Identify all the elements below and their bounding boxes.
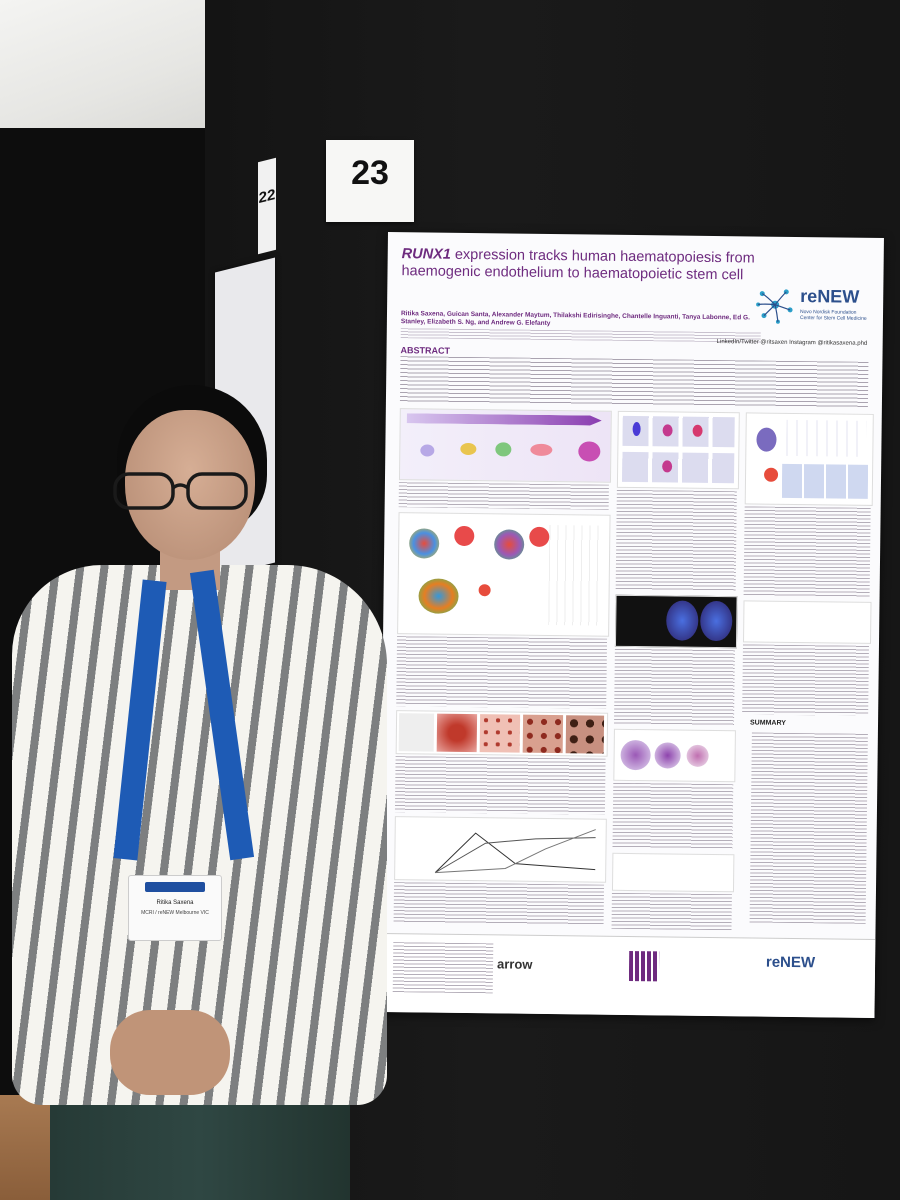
poster-authors: Ritika Saxena, Guican Santa, Alexander M…: [400, 310, 750, 327]
summary-heading: SUMMARY: [749, 719, 786, 727]
renew-logo-subtitle: Novo Nordisk Foundation Center for Stem …: [799, 309, 867, 322]
footer-renew-logo: reNEW: [765, 953, 816, 972]
ceiling: [0, 0, 245, 128]
figure-1: [398, 408, 612, 483]
poster-footer: arrow reNEW: [378, 932, 876, 1019]
poster-social-handles: LinkedIn/Twitter @ritsaxen Instagram @ri…: [716, 339, 868, 347]
figure-6-caption: [614, 648, 735, 726]
figure-4-plot: [434, 829, 596, 874]
figure-8-caption: [611, 892, 732, 931]
board-number-card: 23: [326, 140, 414, 222]
poster-title: RUNX1 expression tracks human haematopoi…: [401, 246, 755, 284]
badge-name: Ritika Saxena: [156, 900, 194, 906]
badge-organisation: MCRI / reNEW Melbourne VIC: [141, 910, 209, 916]
figure-7-caption: [612, 782, 734, 850]
figure-4: [394, 816, 607, 883]
glasses-icon: [113, 472, 248, 510]
figure-8: [611, 852, 735, 893]
figure-3-caption: [394, 756, 606, 815]
figure-4-caption: [393, 882, 605, 925]
figure-5-caption: [615, 489, 737, 592]
abstract-text: [399, 356, 869, 408]
neighbor-board-number: 22: [258, 157, 276, 255]
figure-2: [397, 512, 611, 637]
figure-2-caption: [396, 636, 608, 709]
figure-1-caption: [398, 482, 609, 510]
figure-9: [744, 412, 874, 506]
summary-text: [749, 732, 868, 924]
renew-logo-icon: [756, 289, 793, 324]
name-badge: Ritika Saxena MCRI / reNEW Melbourne VIC: [128, 875, 222, 941]
arrow-logo: arrow: [496, 956, 533, 972]
poster-affiliations: [400, 328, 761, 343]
figure-3: [395, 710, 609, 757]
abstract-heading: ABSTRACT: [400, 345, 451, 356]
renew-logo-text: reNEW: [800, 286, 860, 307]
research-poster: RUNX1 expression tracks human haematopoi…: [378, 232, 884, 1019]
clasped-hands: [110, 1010, 230, 1095]
figure-10: [743, 600, 872, 644]
figure-7: [613, 728, 736, 783]
figure-6: [614, 594, 738, 649]
figure-9-caption: [743, 506, 871, 598]
institute-logo: [628, 951, 660, 982]
badge-logo: [145, 882, 205, 892]
figure-5: [616, 410, 740, 490]
renew-logo: reNEW Novo Nordisk Foundation Center for…: [752, 281, 873, 332]
figure-10-caption: [742, 644, 869, 716]
board-number: 23: [351, 154, 389, 192]
